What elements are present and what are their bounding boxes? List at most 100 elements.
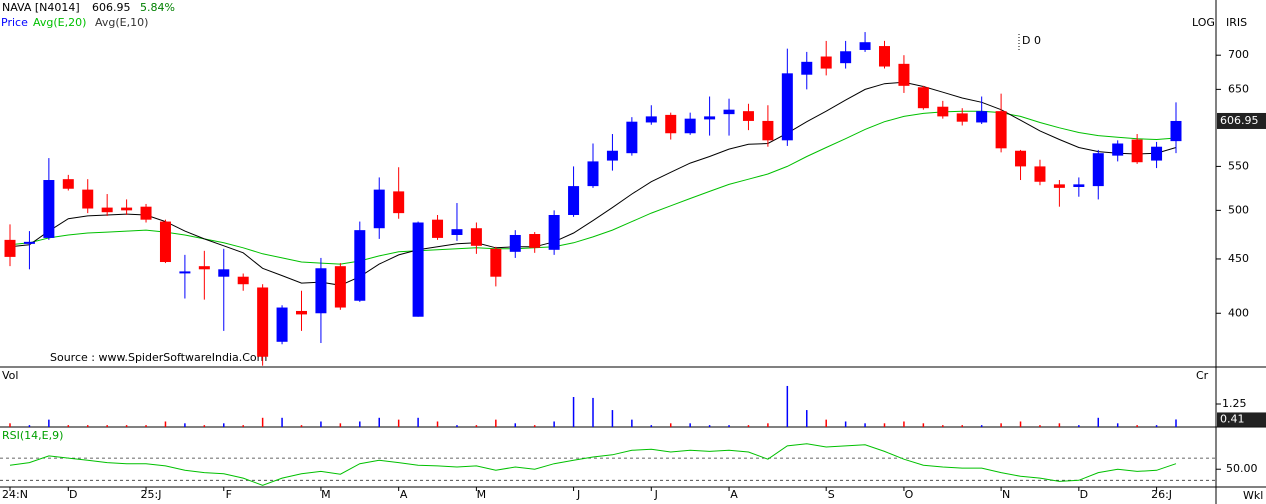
candle-body — [529, 234, 541, 248]
candle-body — [1053, 184, 1065, 188]
candle-body — [179, 271, 191, 274]
candle-body — [334, 266, 346, 308]
candle-body — [742, 111, 754, 121]
volume-box — [1217, 412, 1266, 427]
candle-body — [315, 268, 327, 314]
candle-body — [1112, 143, 1124, 156]
candle-body — [1015, 150, 1027, 167]
volume-unit: Cr — [1196, 369, 1209, 382]
candle-body — [1034, 166, 1046, 182]
x-tick-label: S — [828, 488, 835, 501]
legend-price: Price — [1, 16, 28, 29]
candle-body — [509, 234, 521, 252]
candle-body — [140, 206, 152, 220]
candle-body — [801, 61, 813, 75]
candle-body — [898, 63, 910, 86]
candle-body — [373, 189, 385, 229]
y-tick-label: 500 — [1228, 203, 1249, 216]
x-tick-label: N — [1002, 488, 1010, 501]
candle-body — [956, 113, 968, 122]
candle-body — [276, 307, 288, 342]
x-tick-label: A — [730, 488, 738, 501]
candle-body — [1131, 139, 1143, 163]
x-tick-label: 26:J — [1151, 488, 1172, 501]
legend-label: Avg(E,10) — [95, 16, 148, 29]
annotation: D 0 — [1022, 34, 1041, 47]
candle-body — [412, 222, 424, 317]
y-tick-label: 450 — [1228, 252, 1249, 265]
candle-body — [101, 207, 113, 213]
candle-body — [568, 186, 580, 215]
candle-body — [1073, 184, 1085, 187]
candle-body — [665, 114, 677, 134]
change: 5.84% — [140, 1, 175, 14]
x-tick-label: O — [905, 488, 914, 501]
rsi-title: RSI(14,E,9) — [2, 429, 63, 442]
y-tick-label: 550 — [1228, 159, 1249, 172]
candle-body — [1151, 146, 1163, 161]
x-tick-label: J — [576, 488, 580, 501]
candle-body — [62, 179, 74, 189]
candle-body — [704, 116, 716, 120]
candle-body — [606, 150, 618, 161]
candle-body — [121, 207, 133, 211]
candle-body — [432, 219, 444, 238]
candle-body — [762, 120, 774, 141]
candle-body — [237, 276, 249, 285]
candle-body — [296, 310, 307, 315]
candle-body — [937, 106, 949, 117]
volume-last-label: 0.41 — [1220, 412, 1245, 425]
candle-body — [82, 189, 94, 209]
candle-body — [684, 118, 696, 134]
candle-body — [198, 266, 210, 270]
candle-body — [257, 287, 269, 357]
x-tick-label: J — [654, 488, 658, 501]
volume-title: Vol — [2, 369, 18, 382]
x-tick-label: 24:N — [2, 488, 28, 501]
rsi-line — [9, 443, 1177, 486]
periodicity: Wkl — [1243, 489, 1263, 502]
candle-body — [723, 109, 735, 115]
candle-body — [626, 121, 638, 154]
volume-tick-label: 1.25 — [1222, 397, 1247, 410]
candle-body — [490, 248, 502, 277]
y-tick-label: 400 — [1228, 306, 1249, 319]
x-tick-label: D — [1080, 488, 1088, 501]
last-price-label: 606.95 — [1220, 114, 1259, 127]
candle-body — [1170, 120, 1182, 142]
source: Source : www.SpiderSoftwareIndia.Com — [50, 351, 267, 364]
candle-body — [879, 46, 890, 67]
scale-label: LOG — [1192, 16, 1215, 29]
candle-body — [159, 221, 171, 263]
symbol: NAVA [N4014] — [2, 1, 80, 14]
candle-body — [859, 42, 871, 50]
x-tick-label: D — [69, 488, 77, 501]
x-tick-label: A — [400, 488, 408, 501]
corner-label: IRIS — [1226, 16, 1247, 29]
last-price: 606.95 — [92, 1, 131, 14]
x-tick-label: 25:J — [141, 488, 162, 501]
rsi-tick-label: 50.00 — [1226, 462, 1258, 475]
candle-body — [451, 229, 463, 235]
legend-label: Avg(E,20) — [33, 16, 86, 29]
y-tick-label: 650 — [1228, 82, 1249, 95]
candle-body — [4, 239, 16, 257]
candle-body — [781, 73, 793, 141]
candle-body — [995, 111, 1007, 149]
last-price-box — [1217, 112, 1266, 129]
candle-body — [917, 87, 929, 109]
candle-body — [43, 180, 55, 238]
x-tick-label: F — [226, 488, 232, 501]
candle-body — [820, 56, 832, 69]
y-tick-label: 700 — [1228, 48, 1249, 61]
candle-body — [587, 161, 599, 187]
candle-body — [840, 51, 852, 64]
candle-body — [393, 191, 405, 214]
x-tick-label: M — [477, 488, 487, 501]
candle-body — [470, 228, 482, 246]
candle-body — [548, 214, 560, 250]
candle-body — [1092, 153, 1104, 187]
candle-body — [354, 230, 366, 301]
